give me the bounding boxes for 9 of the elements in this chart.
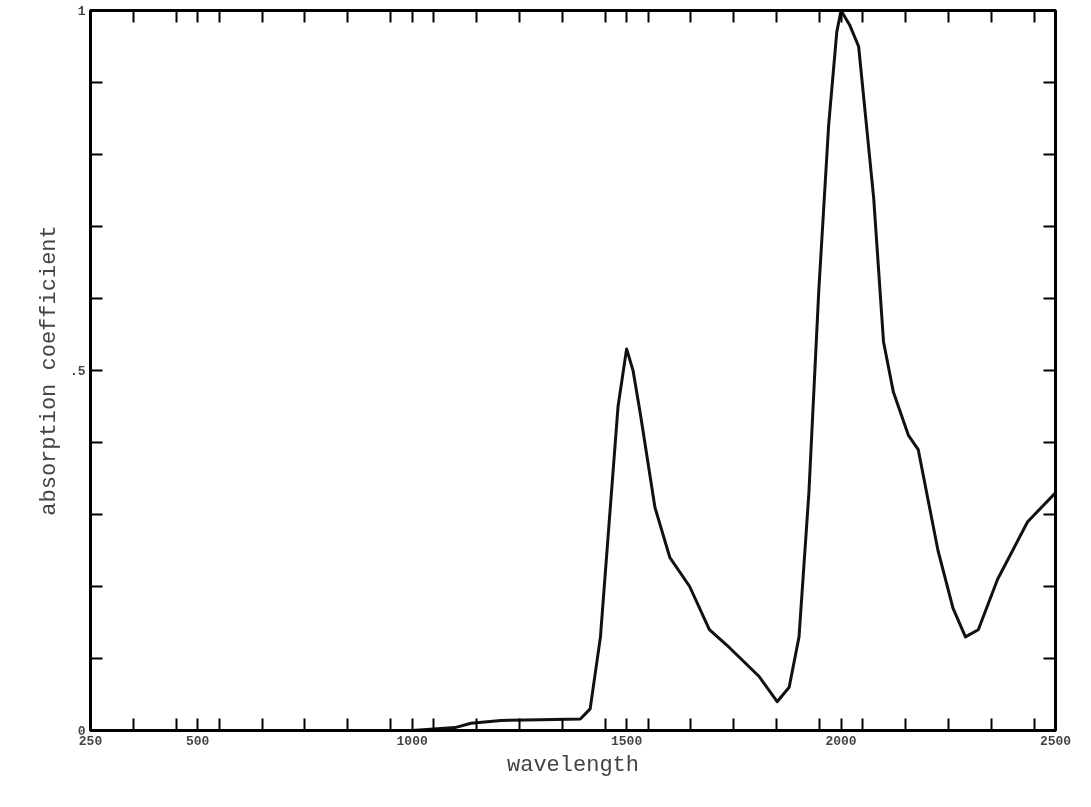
- x-tick-label: 2000: [825, 733, 857, 749]
- y-tick-label: 1: [77, 4, 86, 19]
- x-axis-title: wavelength: [506, 752, 640, 778]
- x-tick-label: 1000: [396, 733, 428, 749]
- y-axis-title: absorption coefficient: [36, 225, 62, 516]
- x-tick-label: 500: [186, 733, 210, 749]
- y-tick-label: .5: [69, 364, 86, 379]
- x-tick-label: 2500: [1039, 733, 1072, 749]
- x-tick-label: 1500: [611, 733, 643, 749]
